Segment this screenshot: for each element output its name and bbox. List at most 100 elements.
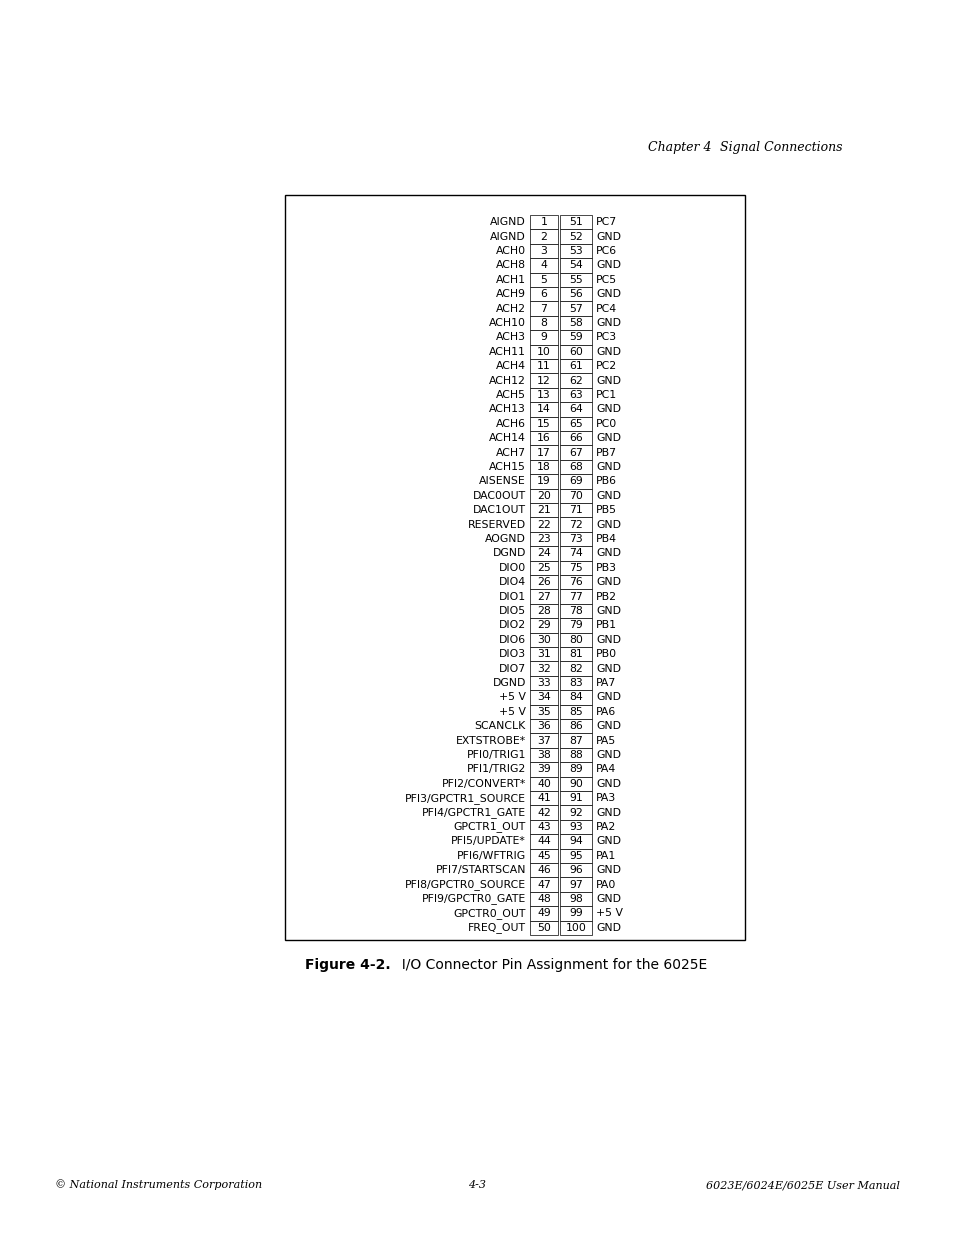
Bar — [559, 662, 592, 676]
Text: ACH6: ACH6 — [496, 419, 525, 429]
Text: RESERVED: RESERVED — [467, 520, 525, 530]
Bar — [530, 734, 558, 748]
Text: 93: 93 — [569, 823, 582, 832]
Text: 22: 22 — [537, 520, 550, 530]
Text: 11: 11 — [537, 361, 550, 372]
Text: GND: GND — [596, 375, 620, 385]
Text: 18: 18 — [537, 462, 550, 472]
Text: 73: 73 — [569, 534, 582, 543]
Text: ACH9: ACH9 — [496, 289, 525, 299]
Text: 60: 60 — [569, 347, 582, 357]
Text: GND: GND — [596, 923, 620, 932]
Text: AIGND: AIGND — [490, 232, 525, 242]
Text: 75: 75 — [569, 563, 582, 573]
Text: +5 V: +5 V — [498, 693, 525, 703]
Text: ACH13: ACH13 — [489, 404, 525, 415]
Text: 97: 97 — [569, 879, 582, 889]
Text: 41: 41 — [537, 793, 550, 803]
Text: PFI1/TRIG2: PFI1/TRIG2 — [466, 764, 525, 774]
Text: GND: GND — [596, 548, 620, 558]
Bar — [530, 762, 558, 777]
Text: PA1: PA1 — [596, 851, 616, 861]
Text: ACH8: ACH8 — [496, 261, 525, 270]
Bar — [559, 273, 592, 287]
Bar — [530, 748, 558, 762]
Text: 58: 58 — [569, 317, 582, 329]
Text: GND: GND — [596, 693, 620, 703]
Text: 15: 15 — [537, 419, 550, 429]
Bar — [530, 258, 558, 273]
Text: ACH15: ACH15 — [489, 462, 525, 472]
Text: 83: 83 — [569, 678, 582, 688]
Bar — [559, 734, 592, 748]
Bar — [530, 632, 558, 647]
Text: PB0: PB0 — [596, 650, 617, 659]
Text: PC1: PC1 — [596, 390, 617, 400]
Bar — [530, 546, 558, 561]
Text: ACH1: ACH1 — [496, 275, 525, 285]
Text: 69: 69 — [569, 477, 582, 487]
Text: Figure 4-2.: Figure 4-2. — [305, 958, 390, 972]
Bar — [559, 820, 592, 834]
Bar — [530, 790, 558, 805]
Text: +5 V: +5 V — [596, 909, 622, 919]
Text: ACH2: ACH2 — [496, 304, 525, 314]
Text: 30: 30 — [537, 635, 551, 645]
Bar — [559, 446, 592, 459]
Text: 45: 45 — [537, 851, 550, 861]
Text: I/O Connector Pin Assignment for the 6025E: I/O Connector Pin Assignment for the 602… — [393, 958, 706, 972]
Text: 4: 4 — [540, 261, 547, 270]
Text: PC2: PC2 — [596, 361, 617, 372]
Text: GND: GND — [596, 462, 620, 472]
Text: PFI8/GPCTR0_SOURCE: PFI8/GPCTR0_SOURCE — [404, 879, 525, 890]
Bar — [530, 576, 558, 589]
Text: 6023E/6024E/6025E User Manual: 6023E/6024E/6025E User Manual — [705, 1179, 899, 1191]
Text: 40: 40 — [537, 779, 551, 789]
Text: 64: 64 — [569, 404, 582, 415]
Text: 54: 54 — [569, 261, 582, 270]
Bar — [559, 546, 592, 561]
Text: PA5: PA5 — [596, 736, 616, 746]
Text: DIO2: DIO2 — [498, 620, 525, 630]
Text: © National Instruments Corporation: © National Instruments Corporation — [55, 1179, 262, 1191]
Text: 74: 74 — [569, 548, 582, 558]
Text: GND: GND — [596, 836, 620, 846]
Text: 84: 84 — [569, 693, 582, 703]
Bar — [559, 258, 592, 273]
Text: 65: 65 — [569, 419, 582, 429]
Text: 52: 52 — [569, 232, 582, 242]
Text: 77: 77 — [569, 592, 582, 601]
Bar — [530, 301, 558, 316]
Text: DAC1OUT: DAC1OUT — [473, 505, 525, 515]
Text: 10: 10 — [537, 347, 551, 357]
Text: GND: GND — [596, 663, 620, 673]
Text: GND: GND — [596, 635, 620, 645]
Bar — [530, 863, 558, 877]
Text: PC5: PC5 — [596, 275, 617, 285]
Text: DIO5: DIO5 — [498, 606, 525, 616]
Text: GND: GND — [596, 433, 620, 443]
Bar — [559, 576, 592, 589]
Text: PA0: PA0 — [596, 879, 616, 889]
Bar — [559, 215, 592, 230]
Text: 5: 5 — [540, 275, 547, 285]
Bar — [559, 690, 592, 705]
Text: 67: 67 — [569, 447, 582, 458]
Bar — [530, 920, 558, 935]
Text: 27: 27 — [537, 592, 550, 601]
Text: 34: 34 — [537, 693, 550, 703]
Text: GND: GND — [596, 317, 620, 329]
Text: PFI6/WFTRIG: PFI6/WFTRIG — [456, 851, 525, 861]
Text: EXTSTROBE*: EXTSTROBE* — [456, 736, 525, 746]
Bar — [530, 489, 558, 503]
Text: 42: 42 — [537, 808, 550, 818]
Bar — [559, 388, 592, 403]
Bar — [530, 561, 558, 576]
Text: 12: 12 — [537, 375, 550, 385]
Text: GND: GND — [596, 894, 620, 904]
Bar — [559, 503, 592, 517]
Text: ACH14: ACH14 — [489, 433, 525, 443]
Text: GPCTR0_OUT: GPCTR0_OUT — [453, 908, 525, 919]
Text: PC3: PC3 — [596, 332, 617, 342]
Bar — [530, 589, 558, 604]
